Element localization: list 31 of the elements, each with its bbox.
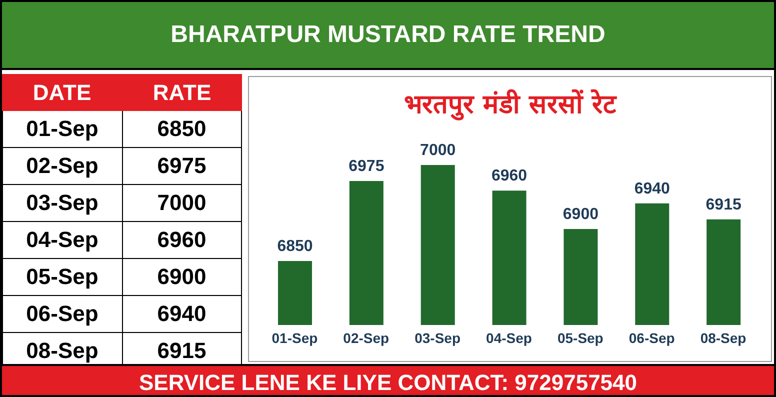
data-label: 6850 (277, 238, 313, 255)
text: BHARATPUR MUSTARD RATE TREND (2, 2, 774, 70)
chart-title: भरतपुर मंडी सरसों रेट (402, 88, 618, 121)
data-label: 7000 (420, 142, 456, 159)
data-label: 6915 (156, 338, 208, 364)
text: SERVICE LENE KE LIYE CONTACT: 9729757540 (2, 364, 774, 397)
category-label: 02-Sep (3, 148, 122, 184)
data-label: 6975 (156, 153, 208, 179)
data-label: 6900 (156, 264, 208, 290)
x-tick-label: 01-Sep (272, 330, 318, 346)
text: DATE (32, 80, 92, 106)
data-label: 6940 (156, 301, 208, 327)
data-label: 6850 (156, 116, 208, 142)
x-tick-label: 04-Sep (486, 330, 532, 346)
x-tick-label: 02-Sep (343, 330, 390, 346)
data-label: 6915 (706, 196, 742, 214)
category-label: 01-Sep (3, 111, 122, 147)
text: RATE (152, 80, 212, 106)
x-tick-label: 06-Sep (628, 330, 675, 346)
x-tick-label: 03-Sep (414, 330, 461, 346)
category-label: 03-Sep (3, 185, 122, 221)
x-tick-label: 08-Sep (700, 330, 746, 346)
data-label: 6940 (634, 180, 670, 198)
data-label: 6900 (562, 206, 599, 223)
data-label: 6960 (156, 227, 208, 253)
category-label: 04-Sep (3, 222, 122, 258)
data-label: 6960 (491, 168, 528, 185)
data-label: 7000 (156, 190, 208, 216)
category-label: 05-Sep (3, 259, 122, 295)
data-label: 6975 (348, 158, 384, 175)
x-tick-label: 05-Sep (557, 330, 604, 346)
